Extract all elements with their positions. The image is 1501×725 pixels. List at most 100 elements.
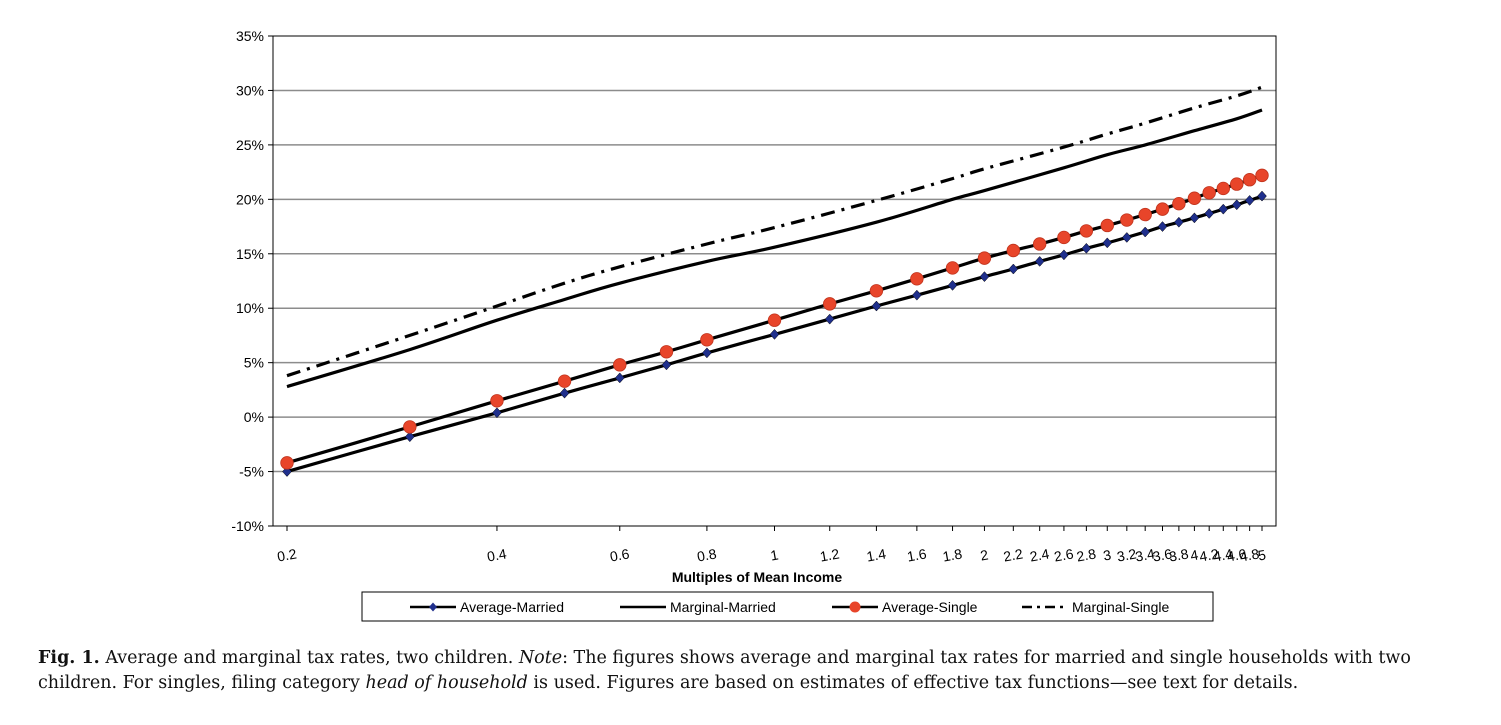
legend-item: Average-Married xyxy=(410,599,564,615)
data-point xyxy=(1187,191,1202,205)
data-point xyxy=(1216,181,1230,196)
data-point xyxy=(910,272,924,286)
x-axis-ticks: 0.2 0.4 0.6 0.8 1 1.2 1.4 1.6 1.8 2 2.2 2.4 2.6 2.8 3 3… xyxy=(276,526,1267,565)
data-point xyxy=(869,284,884,298)
data-point xyxy=(824,313,835,325)
data-point xyxy=(1257,190,1267,202)
data-point xyxy=(977,251,992,265)
caption-label: Fig. 1. xyxy=(38,648,100,668)
series-average-single xyxy=(280,168,1269,470)
data-point xyxy=(912,289,922,301)
legend-label: Average-Married xyxy=(460,599,564,615)
x-tick-label: 1.6 xyxy=(906,545,928,564)
data-point xyxy=(1242,173,1257,187)
y-tick-label: 5% xyxy=(244,355,264,371)
caption-text-2: : The figures shows average and marginal… xyxy=(38,648,1411,693)
caption-text-3: is used. Figures are based on estimates … xyxy=(527,673,1299,693)
data-point xyxy=(767,313,782,327)
figure-caption: Fig. 1. Average and marginal tax rates, … xyxy=(38,646,1478,696)
data-point xyxy=(1138,207,1152,222)
legend-marker xyxy=(429,602,437,612)
data-point xyxy=(1244,195,1255,206)
grid-lines xyxy=(273,89,1276,473)
data-point xyxy=(700,333,714,347)
series-marginal-married xyxy=(286,108,1263,389)
data-point xyxy=(1189,212,1200,224)
x-tick-label: 3.2 xyxy=(1116,545,1138,564)
data-point xyxy=(1204,208,1215,219)
x-tick-label: 4.8 xyxy=(1238,545,1260,564)
data-point xyxy=(823,297,837,311)
data-point xyxy=(1057,230,1071,245)
y-tick-label: 10% xyxy=(236,300,264,316)
data-point xyxy=(614,372,625,384)
data-point xyxy=(1059,249,1069,261)
data-point xyxy=(1230,177,1244,191)
data-point xyxy=(1034,256,1045,267)
legend-box xyxy=(361,591,1214,622)
x-tick-label: 2.6 xyxy=(1053,545,1075,564)
y-tick-label: 25% xyxy=(236,137,264,153)
x-tick-label: 2.4 xyxy=(1029,545,1051,564)
data-point xyxy=(1079,224,1094,238)
y-tick-label: 30% xyxy=(236,82,264,98)
x-tick-label: 3.8 xyxy=(1168,545,1190,564)
data-point xyxy=(1100,218,1114,233)
series-average-married xyxy=(282,190,1267,477)
legend-items: Average-Married Marginal-Married Average-S… xyxy=(410,599,1169,615)
data-point xyxy=(769,328,780,340)
data-point xyxy=(1102,237,1113,249)
data-point xyxy=(492,407,502,419)
data-point xyxy=(1218,203,1229,215)
data-point xyxy=(1255,168,1269,183)
caption-note-label: Note xyxy=(518,648,563,668)
series-line xyxy=(286,85,1263,378)
y-tick-label: 20% xyxy=(236,191,264,207)
data-point xyxy=(1121,232,1132,243)
x-tick-label: 1.8 xyxy=(941,545,963,564)
legend-item: Marginal-Married xyxy=(620,599,776,615)
x-tick-label: 4.4 xyxy=(1212,545,1234,564)
series-line xyxy=(286,108,1263,389)
x-tick-label: 1 xyxy=(769,546,780,563)
x-tick-label: 3.4 xyxy=(1134,545,1156,564)
data-point xyxy=(702,347,712,359)
legend-item: Average-Single xyxy=(832,599,978,615)
data-point xyxy=(1120,213,1134,227)
x-tick-label: 1.4 xyxy=(865,545,887,564)
x-tick-label: 4 xyxy=(1189,546,1200,563)
data-point xyxy=(1155,202,1170,216)
data-point xyxy=(404,431,415,443)
data-point xyxy=(1140,226,1151,238)
y-tick-label: 15% xyxy=(236,246,264,262)
legend: Average-Married Marginal-Married Average-S… xyxy=(361,591,1214,622)
y-tick-label: 35% xyxy=(236,28,264,44)
data-point xyxy=(979,271,990,283)
x-tick-label: 5 xyxy=(1257,546,1268,563)
data-point xyxy=(1081,242,1092,254)
x-axis-title: Multiples of Mean Income xyxy=(672,569,843,585)
legend-item: Marginal-Single xyxy=(1022,599,1169,615)
x-tick-label: 3.6 xyxy=(1151,545,1173,564)
x-tick-label: 1.2 xyxy=(819,545,841,564)
data-point xyxy=(1172,196,1186,211)
x-tick-label: 0.2 xyxy=(276,545,298,564)
x-tick-label: 4.2 xyxy=(1198,545,1220,564)
legend-label: Marginal-Married xyxy=(670,599,776,615)
caption-italic-term: head of household xyxy=(365,673,528,693)
legend-label: Marginal-Single xyxy=(1072,599,1169,615)
x-tick-label: 0.6 xyxy=(609,545,631,564)
x-tick-label: 3 xyxy=(1102,546,1113,563)
tax-rate-chart: -10% -5% 0% 5% 10% 15% 20% 25% 30% 35% 0.2 0.4 0.6 0… xyxy=(231,28,1277,622)
legend-marker xyxy=(849,601,861,613)
data-point xyxy=(1174,216,1184,228)
caption-text-1: Average and marginal tax rates, two chil… xyxy=(99,648,519,668)
data-point xyxy=(1231,199,1242,211)
x-tick-label: 2.8 xyxy=(1075,545,1097,564)
data-point xyxy=(1008,263,1019,275)
x-tick-label: 0.4 xyxy=(486,545,508,564)
data-point xyxy=(280,456,294,470)
data-point xyxy=(403,420,417,434)
data-point xyxy=(947,279,958,291)
data-point xyxy=(1157,221,1168,232)
